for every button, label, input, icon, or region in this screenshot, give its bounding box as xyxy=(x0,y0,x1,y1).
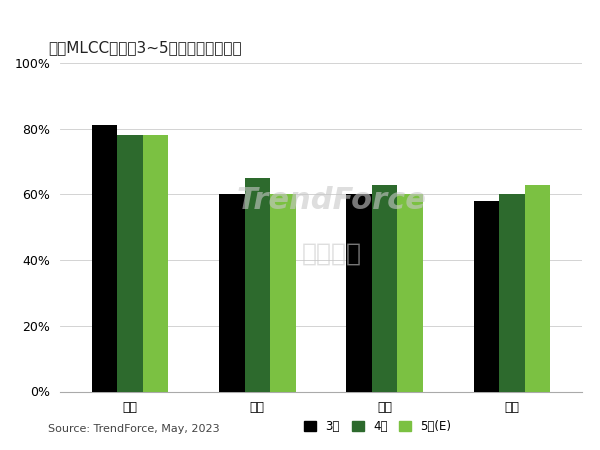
Bar xyxy=(92,126,117,392)
Text: TrendForce: TrendForce xyxy=(236,186,427,216)
Bar xyxy=(397,194,423,392)
Bar xyxy=(372,184,397,392)
Bar xyxy=(499,194,525,392)
Bar xyxy=(245,178,270,392)
Bar xyxy=(474,201,499,392)
Bar xyxy=(270,194,296,392)
Bar xyxy=(219,194,245,392)
Text: 图、MLCC供货境3~5月平均产能稼动率: 图、MLCC供货境3~5月平均产能稼动率 xyxy=(48,40,242,55)
Text: Source: TrendForce, May, 2023: Source: TrendForce, May, 2023 xyxy=(48,424,220,434)
Bar xyxy=(346,194,372,392)
Bar xyxy=(117,135,143,391)
Legend: 3月, 4月, 5月(E): 3月, 4月, 5月(E) xyxy=(304,420,452,433)
Bar xyxy=(525,184,550,392)
Text: 集邦咋询: 集邦咋询 xyxy=(301,242,361,266)
Bar xyxy=(143,135,168,391)
